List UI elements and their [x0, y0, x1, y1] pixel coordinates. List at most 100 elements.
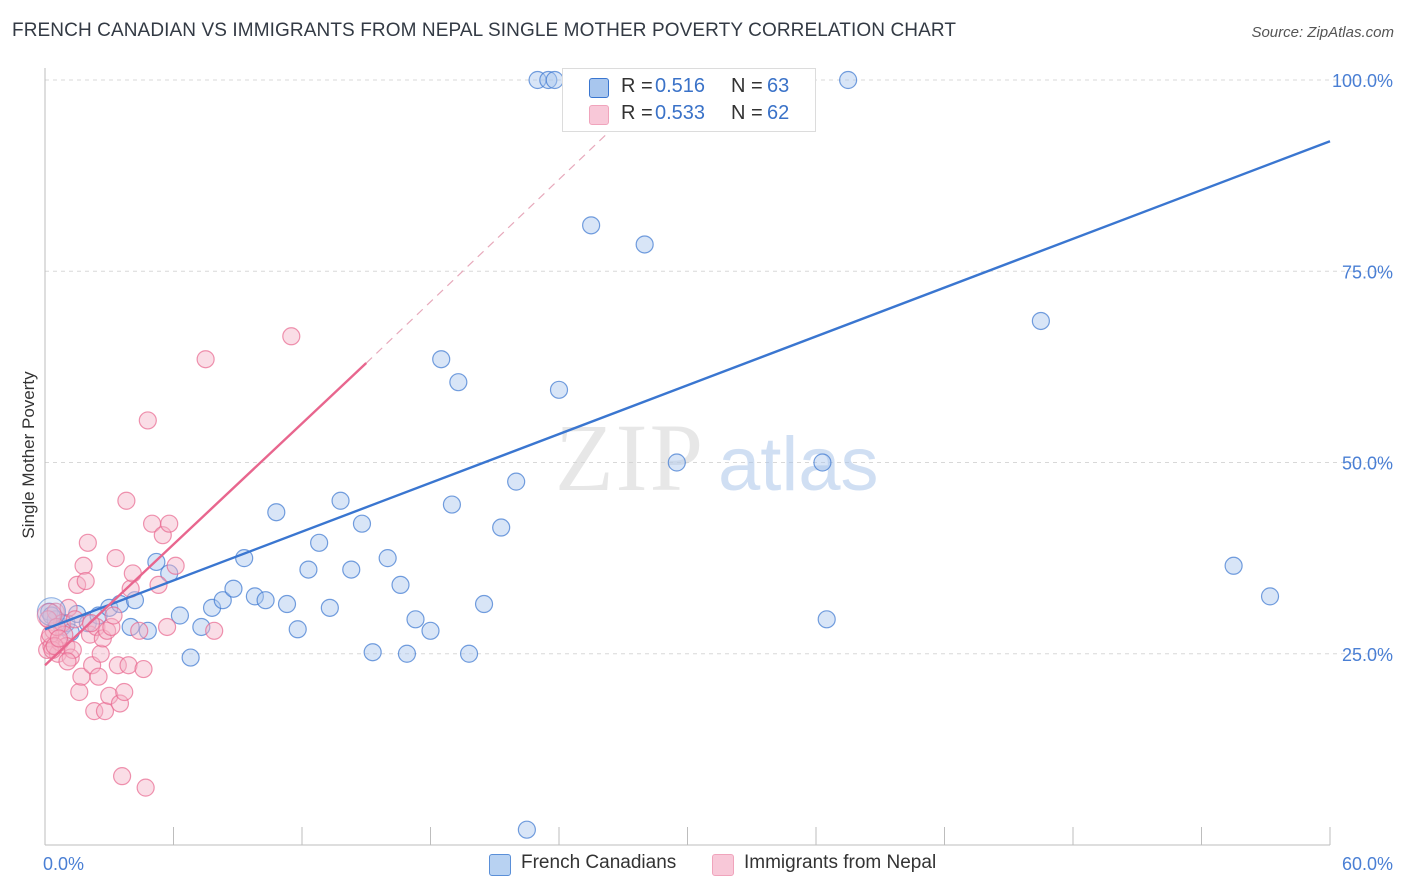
correlation-legend: R = 0.516 N = 63 R = 0.533 N = 62: [562, 68, 816, 132]
pink-data-point: [115, 682, 134, 702]
n-label: N =: [731, 75, 763, 97]
y-tick-label: 100.0%: [1332, 71, 1393, 91]
pink-data-point: [89, 667, 108, 686]
blue-data-point: [1031, 311, 1050, 331]
blue-data-point: [421, 621, 440, 640]
blue-data-point: [213, 591, 232, 610]
n-value: 63: [767, 75, 790, 97]
r-value: 0.533: [655, 102, 706, 124]
pink-data-point: [119, 656, 138, 675]
r-label: R =: [621, 75, 653, 97]
blue-data-point: [256, 591, 275, 610]
chart-title: FRENCH CANADIAN VS IMMIGRANTS FROM NEPAL…: [12, 20, 957, 41]
blue-data-point: [839, 70, 858, 90]
blue-data-point: [1224, 556, 1243, 575]
x-tick-label: 60.0%: [1342, 854, 1393, 874]
watermark-zip: ZIP: [555, 404, 705, 511]
blue-data-point: [310, 533, 329, 552]
blue-data-point: [667, 453, 686, 472]
blue-data-point: [549, 380, 569, 399]
blue-data-point: [545, 70, 564, 90]
axis-layer: [44, 68, 1331, 846]
trend-layer: [44, 117, 1331, 667]
blue-data-point: [181, 648, 200, 667]
pink-data-point: [58, 652, 77, 671]
pink-data-point: [91, 644, 110, 663]
blue-data-point: [363, 643, 382, 662]
pink-data-point: [74, 556, 93, 575]
y-axis-label: Single Mother Poverty: [19, 371, 38, 539]
blue-data-point: [507, 472, 526, 491]
n-label: N =: [731, 102, 763, 124]
blue-trend-line: [44, 140, 1331, 631]
pink-data-point: [110, 694, 130, 713]
pink-data-point: [78, 533, 97, 552]
pink-data-point: [134, 659, 153, 679]
blue-data-point: [245, 587, 264, 606]
blue-data-point: [635, 235, 654, 254]
series-legend: French Canadians Immigrants from Nepal: [0, 851, 1406, 879]
pink-data-point: [63, 640, 82, 660]
blue-swatch-icon: [589, 78, 609, 98]
blue-data-point: [539, 70, 558, 90]
legend-row-nepal: R = 0.533 N = 62: [563, 102, 815, 128]
watermark-layer: ZIP atlas: [555, 404, 879, 511]
y-tick-label: 50.0%: [1342, 454, 1393, 474]
legend-label: Immigrants from Nepal: [744, 852, 937, 873]
pink-data-point: [166, 556, 185, 575]
pink-data-point: [138, 411, 157, 430]
blue-data-point: [299, 560, 318, 579]
pink-swatch-icon: [589, 105, 609, 125]
blue-data-point: [342, 560, 361, 579]
pink-data-point: [104, 606, 123, 625]
source-label: Source: ZipAtlas.com: [1251, 24, 1394, 41]
pink-data-point: [85, 702, 104, 721]
x-tick-label: 0.0%: [43, 854, 84, 874]
blue-data-point: [288, 620, 307, 639]
blue-data-point: [391, 575, 410, 595]
blue-data-point: [267, 503, 286, 522]
blue-data-point: [121, 617, 140, 637]
blue-data-point: [277, 594, 297, 614]
grid-layer: [45, 79, 1390, 655]
blue-data-point: [517, 820, 536, 839]
y-tick-label: 25.0%: [1342, 645, 1393, 665]
pink-data-point: [106, 549, 125, 568]
pink-data-point: [112, 767, 132, 786]
pink-data-point: [160, 514, 179, 533]
pink-data-point: [49, 629, 69, 648]
pink-data-point: [130, 621, 149, 640]
blue-data-point: [397, 644, 417, 663]
blue-data-point: [474, 594, 494, 614]
blue-data-point: [320, 598, 339, 617]
blue-data-point: [378, 549, 397, 568]
blue-swatch-icon: [489, 854, 511, 876]
blue-data-point: [1260, 587, 1280, 606]
pink-data-point: [108, 656, 127, 675]
pink-data-point: [59, 598, 78, 617]
blue-data-point: [224, 579, 243, 598]
pink-data-point: [282, 327, 301, 346]
pink-swatch-icon: [712, 854, 734, 876]
pink-data-point: [123, 564, 142, 583]
blue-data-point: [817, 610, 836, 629]
pink-data-point: [70, 682, 89, 702]
points-layer: [36, 70, 1280, 839]
r-label: R =: [621, 102, 653, 124]
legend-label: French Canadians: [521, 852, 677, 873]
pink-data-point: [76, 571, 95, 591]
blue-data-point: [813, 453, 832, 472]
y-tick-label: 75.0%: [1342, 262, 1393, 282]
blue-data-point: [492, 518, 511, 537]
blue-data-point: [442, 495, 462, 514]
blue-data-point: [432, 350, 451, 369]
legend-row-french-canadians: R = 0.516 N = 63: [563, 75, 815, 101]
pink-data-point: [205, 621, 224, 640]
blue-data-point: [170, 606, 190, 625]
blue-data-point: [459, 644, 479, 663]
pink-data-point: [196, 350, 215, 369]
pink-data-point: [136, 778, 155, 797]
pink-data-point: [153, 526, 172, 545]
pink-trend-extension: [365, 117, 624, 364]
